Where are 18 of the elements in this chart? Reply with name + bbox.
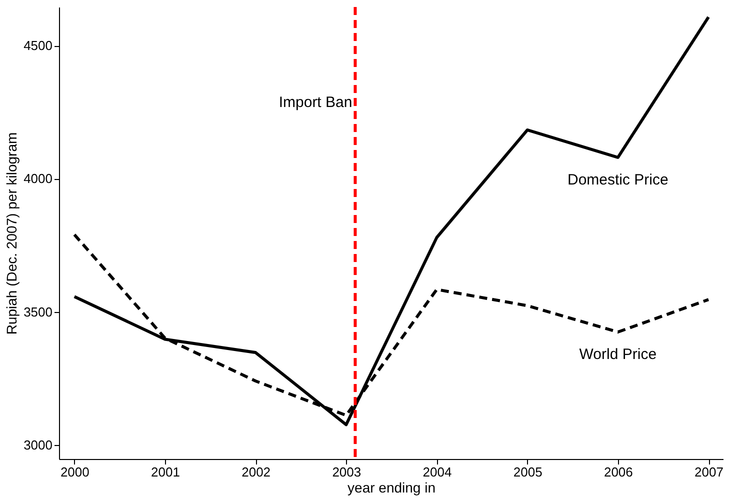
series-label: World Price: [579, 346, 657, 364]
series-label: Domestic Price: [567, 171, 668, 188]
y-axis-title: Rupiah (Dec. 2007) per kilogram: [4, 132, 20, 335]
x-tick-label: 2004: [422, 464, 452, 480]
line-series: [72, 16, 710, 426]
y-tick-label: 4000: [24, 171, 52, 186]
x-tick-label: 2005: [513, 464, 542, 480]
ref-line-label: Import Ban: [278, 94, 352, 111]
x-tick-label: 2007: [694, 464, 724, 480]
x-tick-label: 2003: [332, 464, 362, 480]
x-tick-label: 2001: [151, 464, 180, 480]
y-tick-label: 4500: [24, 38, 52, 54]
x-tick-label: 2000: [60, 464, 90, 480]
x-tick-label: 2002: [242, 464, 271, 480]
x-axis-title: year ending in: [348, 480, 436, 496]
x-tick-label: 2006: [604, 464, 633, 480]
y-tick-label: 3000: [24, 437, 52, 452]
y-tick-label: 3500: [24, 304, 52, 320]
